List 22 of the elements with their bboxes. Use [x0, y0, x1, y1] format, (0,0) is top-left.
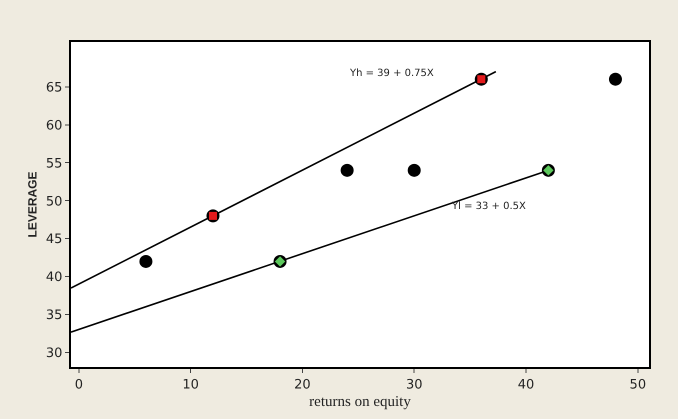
x-tick-label: 20 [294, 378, 311, 393]
x-tick-label: 50 [630, 378, 646, 393]
point [340, 164, 354, 177]
x-tick-label: 10 [182, 378, 199, 393]
y-tick-label: 30 [46, 346, 62, 362]
x-tick-label: 0 [74, 378, 83, 393]
annotation: Yh = 39 + 0.75X [349, 68, 434, 79]
annotation: Yl = 33 + 0.5X [451, 201, 526, 212]
point [608, 72, 622, 86]
x-tick-label: 30 [406, 378, 422, 393]
point [139, 254, 152, 268]
y-tick-label: 35 [46, 308, 62, 324]
y-tick-label: 40 [46, 270, 62, 286]
x-axis-title: returns on equity [309, 394, 412, 410]
point [408, 164, 421, 177]
y-tick-label: 60 [46, 118, 62, 134]
y-axis-title: LEVERAGE [26, 171, 40, 238]
y-tick-label: 65 [46, 80, 62, 96]
y-tick-label: 45 [46, 232, 62, 248]
x-tick-label: 40 [518, 378, 534, 393]
y-tick-label: 50 [46, 194, 62, 210]
y-tick-label: 55 [46, 156, 62, 172]
